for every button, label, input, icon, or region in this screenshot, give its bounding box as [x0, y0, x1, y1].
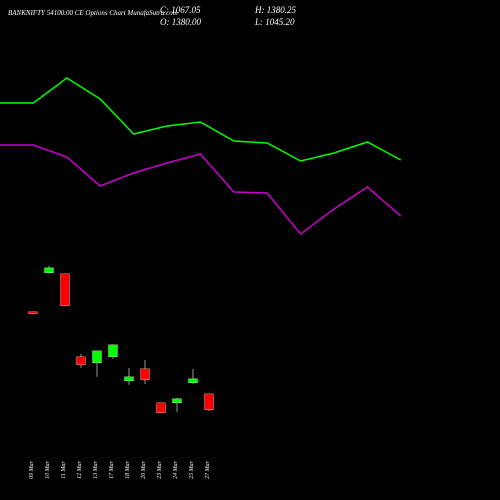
candle-body [60, 273, 70, 307]
candle-body [92, 350, 102, 364]
candle-body [156, 402, 166, 414]
x-tick-label: 09 Mar [29, 460, 35, 478]
x-tick-label: 24 Mar [172, 460, 179, 478]
candle-body [44, 267, 54, 274]
x-tick-label: 10 Mar [45, 460, 51, 478]
x-tick-label: 13 Mar [93, 460, 99, 478]
x-tick-label: 27 Mar [205, 460, 211, 478]
x-tick-label: 25 Mar [189, 460, 195, 478]
chart-title: BANKNIFTY 54100.00 CE Options Chart Muna… [8, 9, 178, 17]
x-tick-label: 17 Mar [109, 460, 115, 478]
stat: C: 1067.05 [160, 5, 201, 15]
stat: O: 1380.00 [160, 17, 201, 27]
candle-body [124, 376, 134, 382]
candle-body [140, 368, 150, 380]
stat: L: 1045.20 [254, 17, 295, 27]
candle-body [204, 393, 214, 410]
candle-body [172, 398, 182, 404]
x-tick-label: 18 Mar [125, 460, 131, 478]
x-tick-label: 11 Mar [61, 461, 67, 479]
stat: H: 1380.25 [254, 5, 296, 15]
x-tick-label: 20 Mar [141, 460, 147, 478]
candle-body [76, 356, 86, 365]
candle-body [28, 311, 38, 314]
indicator-line [0, 77, 402, 162]
candle-body [188, 378, 198, 384]
x-tick-label: 12 Mar [77, 460, 83, 478]
x-tick-label: 23 Mar [157, 460, 163, 478]
candle-body [108, 344, 118, 357]
indicator-line [0, 144, 402, 236]
